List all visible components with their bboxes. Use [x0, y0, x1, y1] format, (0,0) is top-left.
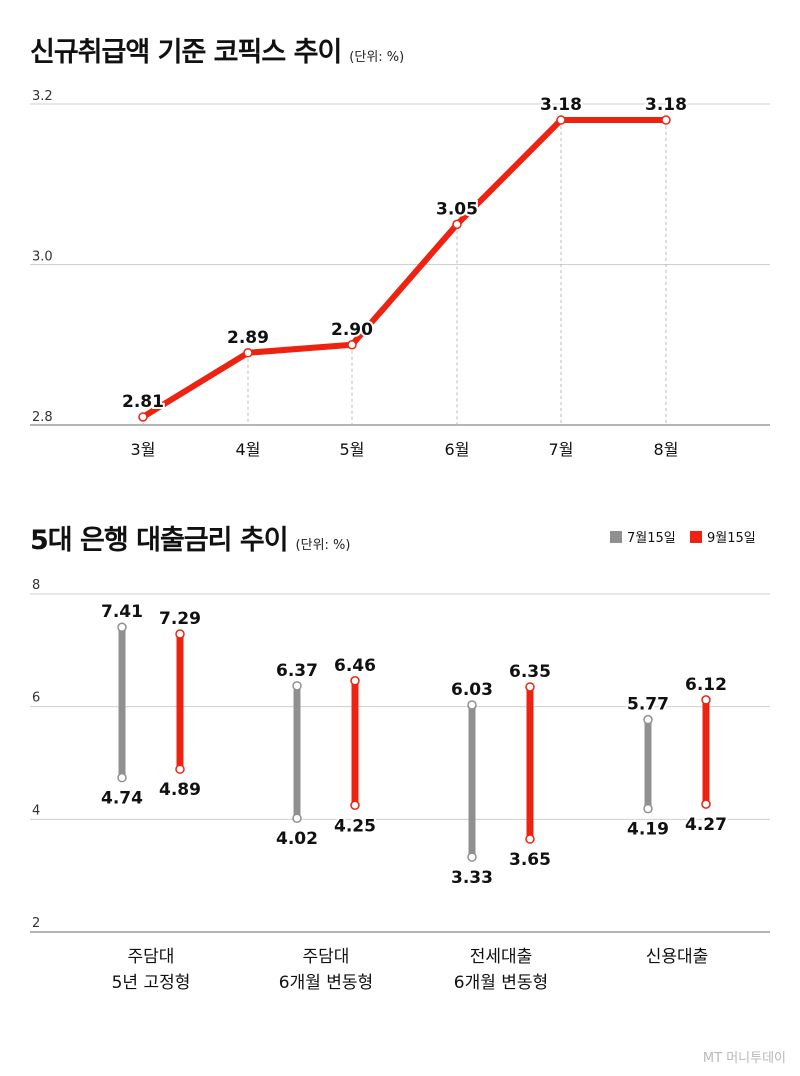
legend-label-0: 7월15일 — [627, 531, 676, 546]
data-point-2 — [347, 340, 357, 350]
range-low-point-s0-1 — [292, 813, 302, 823]
high-label-s1-1: 6.46 — [334, 656, 376, 676]
range-low-point-s0-2 — [467, 852, 477, 862]
data-point-1 — [243, 348, 253, 358]
x-tick-label-0: 3월 — [131, 440, 156, 459]
publisher-watermark: MT 머니투데이 — [702, 1051, 786, 1066]
range-low-point-s1-3 — [701, 799, 711, 809]
high-label-s0-3: 5.77 — [627, 695, 669, 715]
x-category-label-0-1: 5년 고정형 — [112, 973, 191, 993]
low-label-s0-3: 4.19 — [627, 820, 669, 840]
x-tick-label-4: 7월 — [549, 440, 574, 459]
x-category-label-1-0: 주담대 — [303, 947, 350, 967]
data-point-5 — [661, 115, 671, 125]
low-label-s0-2: 3.33 — [451, 868, 493, 888]
x-category-label-2-0: 전세대출 — [470, 947, 533, 967]
high-label-s0-0: 7.41 — [101, 602, 143, 622]
legend-label-1: 9월15일 — [707, 531, 756, 546]
x-tick-label-5: 8월 — [654, 440, 679, 459]
range-high-point-s1-0 — [175, 629, 185, 639]
data-point-3 — [452, 219, 462, 230]
data-label-0: 2.81 — [122, 392, 164, 412]
x-tick-label-1: 4월 — [236, 440, 261, 459]
x-category-label-2-1: 6개월 변동형 — [454, 973, 548, 993]
high-label-s0-2: 6.03 — [451, 680, 493, 700]
data-point-0 — [138, 412, 148, 422]
y-tick-label-2: 6 — [32, 691, 40, 706]
high-label-s1-3: 6.12 — [685, 675, 727, 695]
legend-swatch-0 — [610, 531, 622, 543]
x-category-label-1-1: 6개월 변동형 — [279, 973, 373, 993]
low-label-s1-2: 3.65 — [509, 850, 551, 870]
range-high-point-s0-0 — [117, 622, 127, 632]
range-low-point-s1-1 — [350, 800, 360, 810]
y-tick-label-1: 4 — [32, 803, 40, 818]
low-label-s1-0: 4.89 — [159, 780, 201, 800]
data-label-2: 2.90 — [331, 320, 373, 340]
range-high-point-s0-2 — [467, 700, 477, 710]
range-high-point-s1-2 — [525, 682, 535, 692]
range-high-point-s1-1 — [350, 676, 360, 686]
low-label-s0-1: 4.02 — [276, 829, 318, 849]
chart2-unit: (단위: %) — [295, 538, 351, 553]
chart1-title-text: 신규취급액 기준 코픽스 추이 — [30, 37, 342, 68]
low-label-s1-1: 4.25 — [334, 816, 376, 836]
data-label-5: 3.18 — [645, 95, 687, 115]
x-category-label-0-0: 주담대 — [128, 947, 175, 967]
x-tick-label-3: 6월 — [445, 440, 470, 459]
range-low-point-s0-3 — [643, 803, 653, 814]
high-label-s0-1: 6.37 — [276, 661, 318, 681]
y-tick-label-1: 3.0 — [32, 250, 53, 265]
range-high-point-s0-3 — [643, 714, 653, 725]
high-label-s1-2: 6.35 — [509, 662, 551, 682]
x-category-label-3-0: 신용대출 — [646, 947, 709, 967]
x-tick-label-2: 5월 — [340, 440, 365, 459]
y-tick-label-2: 3.2 — [32, 89, 53, 104]
chart2-title: 5대 은행 대출금리 추이 (단위: %) — [30, 518, 350, 557]
data-point-4 — [556, 115, 566, 125]
kofix-series-line — [140, 117, 669, 420]
y-tick-label-3: 8 — [32, 578, 40, 593]
range-high-point-s1-3 — [701, 695, 711, 705]
low-label-s1-3: 4.27 — [685, 815, 727, 835]
low-label-s0-0: 4.74 — [101, 789, 143, 809]
y-tick-label-0: 2 — [32, 916, 40, 931]
chart2-title-text: 5대 은행 대출금리 추이 — [30, 525, 289, 556]
data-label-1: 2.89 — [227, 328, 269, 348]
data-label-3: 3.05 — [436, 199, 478, 219]
range-low-point-s0-0 — [117, 772, 127, 783]
legend-swatch-1 — [690, 531, 702, 543]
range-low-point-s1-2 — [525, 834, 535, 844]
kofix-line-chart: 2.8 3.0 3.2 2.81 3월 2.89 4월 2.90 5월 3.05 6월 3.18 7월 3… — [30, 89, 770, 459]
y-tick-label-0: 2.8 — [32, 410, 53, 425]
range-high-point-s0-1 — [292, 681, 302, 691]
high-label-s1-0: 7.29 — [159, 609, 201, 629]
range-low-point-s1-0 — [175, 764, 185, 774]
chart1-unit: (단위: %) — [349, 50, 405, 65]
data-label-4: 3.18 — [540, 95, 582, 115]
chart1-title: 신규취급액 기준 코픽스 추이 (단위: %) — [30, 30, 404, 69]
